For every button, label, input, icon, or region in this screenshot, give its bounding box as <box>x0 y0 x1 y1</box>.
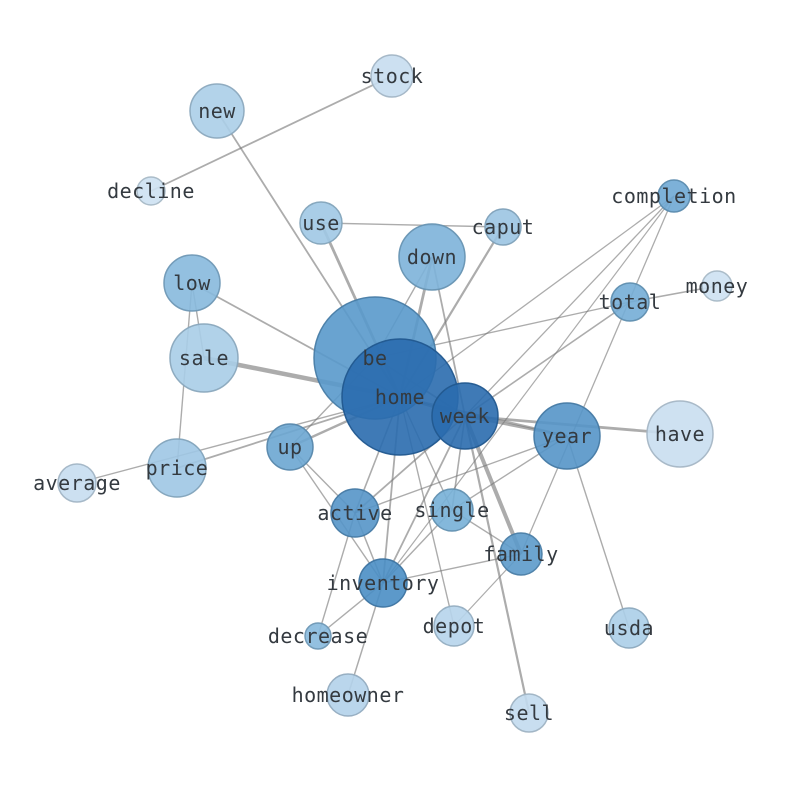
node-label-use: use <box>302 211 340 235</box>
node-family <box>499 532 543 576</box>
node-up <box>266 423 314 471</box>
node-label-decrease: decrease <box>268 624 368 648</box>
node-week <box>431 382 499 450</box>
node-usda <box>608 607 650 649</box>
node-active <box>330 488 380 538</box>
node-label-week: week <box>440 404 490 428</box>
node-inventory <box>358 558 408 608</box>
edge-week-completion <box>464 195 675 417</box>
node-label-single: single <box>414 498 489 522</box>
node-label-sale: sale <box>179 346 229 370</box>
node-label-up: up <box>277 435 302 459</box>
node-label-active: active <box>317 501 392 525</box>
node-single <box>430 488 474 532</box>
node-decrease <box>304 622 332 650</box>
node-total <box>610 282 650 322</box>
node-label-have: have <box>655 422 705 446</box>
node-label-homeowner: homeowner <box>292 683 405 707</box>
node-label-low: low <box>173 271 211 295</box>
node-year <box>533 402 601 470</box>
node-caput <box>484 208 522 246</box>
edge-stock-decline <box>150 75 393 192</box>
node-price <box>147 438 207 498</box>
node-average <box>57 463 97 503</box>
node-homeowner <box>326 673 370 717</box>
node-down <box>398 223 466 291</box>
node-label-stock: stock <box>361 64 424 88</box>
node-sale <box>169 323 239 393</box>
edge-completion-family <box>520 195 675 555</box>
node-label-decline: decline <box>107 179 195 203</box>
node-label-completion: completion <box>611 184 736 208</box>
node-have <box>646 400 714 468</box>
edge-week-sell <box>463 415 531 714</box>
node-label-usda: usda <box>604 616 654 640</box>
node-label-home: home <box>375 385 425 409</box>
node-label-new: new <box>198 99 236 123</box>
node-label-caput: caput <box>472 215 535 239</box>
node-label-price: price <box>146 456 209 480</box>
node-new <box>189 83 245 139</box>
node-label-average: average <box>33 471 121 495</box>
node-stock <box>370 54 414 98</box>
node-label-money: money <box>686 274 749 298</box>
node-sell <box>509 693 549 733</box>
node-completion <box>657 179 691 213</box>
node-label-depot: depot <box>423 614 486 638</box>
node-money <box>701 270 733 302</box>
node-decline <box>136 176 166 206</box>
node-label-down: down <box>407 245 457 269</box>
edge-completion-inventory <box>382 195 675 584</box>
node-label-total: total <box>599 290 662 314</box>
node-label-sell: sell <box>504 701 554 725</box>
node-depot <box>433 605 475 647</box>
node-low <box>163 254 221 312</box>
edge-year-active <box>354 435 568 514</box>
node-use <box>299 201 343 245</box>
node-label-inventory: inventory <box>327 571 440 595</box>
node-label-year: year <box>542 424 592 448</box>
node-label-be: be <box>362 346 387 370</box>
edge-use-caput <box>320 222 504 228</box>
node-label-family: family <box>483 542 558 566</box>
